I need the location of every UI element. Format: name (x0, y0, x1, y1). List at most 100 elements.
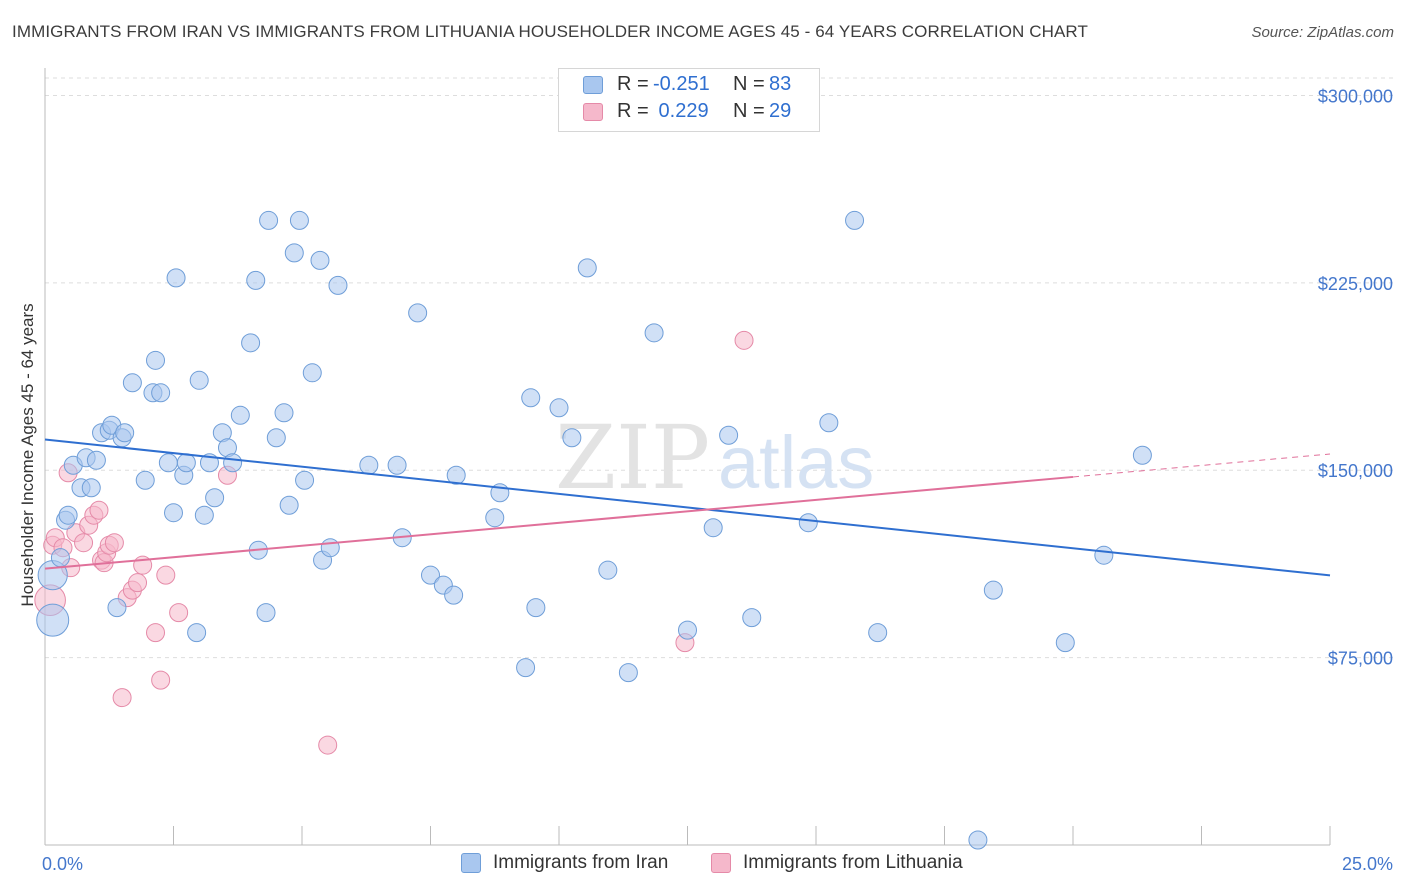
iran-point (359, 455, 379, 475)
iran-point (241, 333, 261, 353)
iran-point (86, 450, 106, 470)
iran-point (549, 398, 569, 418)
iran-point (246, 270, 266, 290)
iran-point (678, 620, 697, 640)
gridlines (45, 77, 1395, 659)
y-tick-label: $225,000 (1318, 274, 1393, 294)
iran-point (983, 580, 1003, 600)
iran-point (187, 623, 207, 643)
lithuania-point (151, 670, 171, 690)
iran-point (189, 370, 209, 390)
watermark-zip: ZIP (555, 406, 710, 509)
legend-r-label: R = (617, 73, 649, 95)
iran-point (703, 518, 723, 538)
iran-point (387, 455, 407, 475)
legend-n-value: 83 (769, 73, 792, 95)
iran-point (408, 303, 428, 323)
iran-point (421, 565, 440, 585)
iran-point (176, 453, 196, 473)
iran-point (819, 413, 839, 433)
iran-point (968, 830, 988, 850)
lithuania-point (104, 533, 124, 553)
lithuania-point (89, 500, 109, 520)
iran-point (598, 560, 618, 580)
iran-point (135, 470, 155, 490)
iran-point (526, 598, 546, 618)
iran-point (644, 323, 664, 343)
iran-point (845, 210, 865, 230)
iran-point (1094, 545, 1114, 565)
iran-point (166, 268, 186, 288)
iran-point (279, 495, 299, 515)
legend-swatch-iran (583, 76, 603, 94)
lithuania-point (169, 603, 189, 623)
lithuania-point (112, 688, 132, 708)
legend-swatch-lithuania (583, 103, 603, 121)
iran-point (256, 603, 276, 623)
x-tick-label: 0.0% (42, 854, 83, 874)
lithuania-point (74, 533, 94, 553)
legend-swatch-iran (461, 853, 481, 873)
iran-point (485, 508, 505, 528)
iran-point (295, 470, 315, 490)
iran-point (266, 428, 286, 448)
lithuania-points (34, 330, 754, 755)
legend-n-value: 29 (769, 100, 792, 122)
iran-point (58, 505, 78, 525)
iran-point (223, 453, 243, 473)
correlation-legend: R = -0.251 N = 83 R = 0.229 N = 29 (558, 68, 820, 132)
iran-point (302, 363, 322, 383)
y-tick-label: $150,000 (1318, 461, 1393, 481)
legend-r-label: R = (617, 100, 649, 122)
iran-point (516, 658, 536, 678)
iran-point (868, 623, 888, 643)
iran-point (446, 465, 466, 485)
iran-points (36, 210, 1152, 850)
legend-n-label: N = (733, 100, 765, 122)
iran-point (289, 210, 309, 230)
watermark: ZIP atlas (555, 406, 874, 509)
iran-point (618, 663, 638, 683)
source-label: Source: ZipAtlas.com (1251, 24, 1394, 41)
legend-n-label: N = (733, 73, 765, 95)
legend-swatch-lithuania (711, 853, 731, 873)
iran-point (122, 373, 142, 393)
iran-point (328, 275, 348, 295)
lithuania-trend-line (44, 475, 1074, 570)
iran-point (577, 258, 597, 278)
axes (44, 68, 1331, 846)
lithuania-point (146, 623, 166, 643)
watermark-atlas: atlas (718, 421, 874, 504)
y-tick-label: $75,000 (1328, 649, 1393, 669)
tick-labels: $75,000 $150,000 $225,000 $300,000 0.0% 25.0% (42, 86, 1393, 874)
iran-point (320, 538, 340, 558)
iran-point (115, 423, 135, 443)
iran-point (205, 488, 225, 508)
y-tick-label: $300,000 (1318, 86, 1393, 106)
iran-point (36, 603, 70, 637)
chart-title: IMMIGRANTS FROM IRAN VS IMMIGRANTS FROM … (12, 22, 1088, 41)
iran-point (1055, 633, 1075, 653)
x-tick-label: 25.0% (1342, 854, 1393, 874)
lithuania-point (318, 735, 338, 755)
iran-point (230, 405, 250, 425)
iran-point (151, 383, 171, 403)
lithuania-point (128, 573, 148, 593)
iran-point (310, 250, 330, 270)
legend-label-lithuania: Immigrants from Lithuania (743, 852, 963, 873)
iran-point (146, 350, 166, 370)
legend-label-iran: Immigrants from Iran (493, 852, 669, 873)
iran-point (81, 478, 101, 498)
iran-point (274, 403, 294, 423)
lithuania-point (734, 330, 754, 350)
iran-point (194, 505, 214, 525)
y-axis-label: Householder Income Ages 45 - 64 years (18, 303, 37, 606)
iran-point (284, 243, 304, 263)
iran-point (798, 513, 818, 533)
trend-lines (44, 438, 1331, 577)
iran-point (1132, 445, 1152, 465)
iran-point (107, 598, 127, 618)
legend-r-value: 0.229 (653, 100, 709, 122)
lithuania-point (156, 565, 176, 585)
iran-point (50, 548, 70, 568)
